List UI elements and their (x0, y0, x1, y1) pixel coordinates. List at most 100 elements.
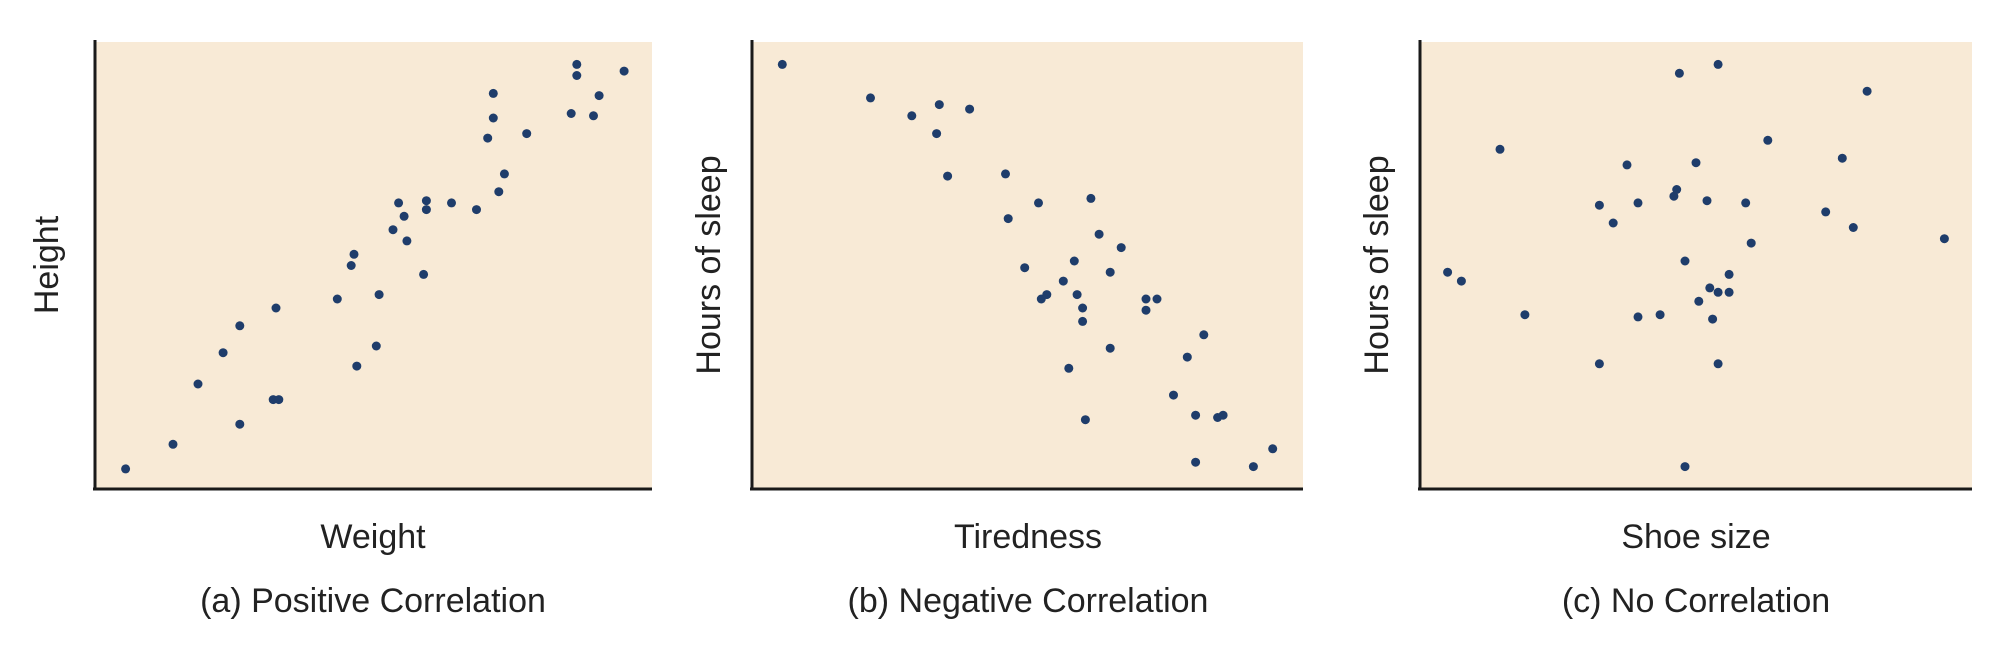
data-point (522, 129, 532, 139)
data-point (1105, 267, 1115, 277)
data-point (1633, 312, 1643, 322)
data-point (1268, 444, 1278, 454)
data-point (1169, 390, 1178, 400)
data-point (235, 321, 245, 331)
data-point (1680, 256, 1690, 266)
data-point (1594, 359, 1604, 369)
data-point (777, 59, 787, 69)
data-point (1086, 193, 1096, 203)
data-point (1072, 290, 1082, 300)
chart-panel-none: Shoe size Hours of sleep (c) No Correlat… (1358, 40, 1972, 620)
data-point (421, 205, 431, 215)
data-point (594, 91, 604, 101)
data-point (1705, 283, 1715, 293)
chart-panel-negative: Tiredness Hours of sleep (b) Negative Co… (690, 40, 1303, 620)
data-point (1608, 218, 1618, 228)
data-point (965, 104, 975, 114)
data-point (1724, 287, 1734, 297)
data-point (1848, 223, 1858, 232)
data-point (447, 198, 456, 208)
y-axis-title: Height (28, 215, 66, 314)
data-point (1939, 234, 1949, 244)
data-point (1633, 198, 1643, 208)
x-axis-title: Tiredness (954, 518, 1102, 556)
data-point (1078, 303, 1088, 313)
data-point (1713, 359, 1723, 369)
data-point (1594, 200, 1604, 210)
data-point (1691, 158, 1701, 168)
data-point (1116, 243, 1126, 253)
data-point (349, 249, 359, 259)
data-point (1105, 343, 1115, 353)
chart-caption: (a) Positive Correlation (200, 582, 546, 620)
data-point (566, 109, 576, 118)
data-point (332, 294, 342, 304)
data-point (235, 419, 245, 429)
data-point (1191, 457, 1201, 467)
x-axis-title: Weight (320, 518, 426, 556)
plot-area (1420, 42, 1972, 489)
data-point (1495, 144, 1505, 154)
chart-caption: (c) No Correlation (1562, 582, 1830, 620)
data-point (1141, 305, 1151, 315)
data-point (1042, 290, 1052, 300)
data-point (1034, 198, 1043, 208)
data-point (1708, 314, 1718, 324)
data-point (488, 113, 498, 123)
data-point (1443, 267, 1453, 277)
data-point (1182, 352, 1192, 362)
data-point (1069, 256, 1079, 266)
data-points (121, 59, 629, 474)
data-point (1094, 229, 1104, 239)
data-point (402, 236, 412, 246)
data-point (1456, 276, 1466, 286)
data-point (352, 361, 362, 371)
data-point (1001, 169, 1010, 179)
data-point (1821, 207, 1831, 217)
data-point (1058, 276, 1068, 286)
data-point (218, 348, 228, 358)
x-axis-title: Shoe size (1621, 518, 1770, 556)
data-point (1713, 287, 1723, 297)
data-point (1218, 410, 1228, 420)
data-point (1141, 294, 1151, 304)
data-point (589, 111, 598, 121)
data-point (419, 269, 429, 279)
data-point (483, 133, 493, 143)
data-point (1680, 462, 1690, 472)
data-points (1443, 59, 1949, 472)
data-point (472, 205, 481, 215)
data-point (932, 129, 942, 139)
data-point (388, 225, 398, 235)
data-point (421, 196, 431, 206)
data-point (1078, 316, 1088, 326)
data-point (1724, 269, 1734, 279)
data-point (346, 261, 356, 270)
data-point (1020, 263, 1030, 273)
data-point (1199, 330, 1209, 340)
data-point (1520, 310, 1530, 320)
plot-area (95, 42, 652, 489)
data-point (1702, 196, 1712, 206)
data-point (121, 464, 131, 474)
data-points (777, 59, 1278, 472)
y-axis-title: Hours of sleep (690, 155, 728, 374)
data-point (1655, 310, 1665, 320)
data-point (1746, 238, 1756, 248)
data-point (168, 439, 178, 449)
data-point (374, 290, 384, 300)
data-point (274, 395, 284, 405)
data-point (866, 93, 875, 103)
data-point (1672, 185, 1682, 194)
data-point (1064, 363, 1074, 373)
data-point (1862, 86, 1872, 96)
data-point (499, 169, 509, 179)
data-point (399, 211, 409, 221)
data-point (1763, 135, 1773, 145)
data-point (907, 111, 917, 121)
chart-caption: (b) Negative Correlation (848, 582, 1209, 620)
data-point (1674, 68, 1684, 78)
data-point (193, 379, 203, 389)
data-point (488, 88, 498, 98)
data-point (572, 59, 582, 69)
